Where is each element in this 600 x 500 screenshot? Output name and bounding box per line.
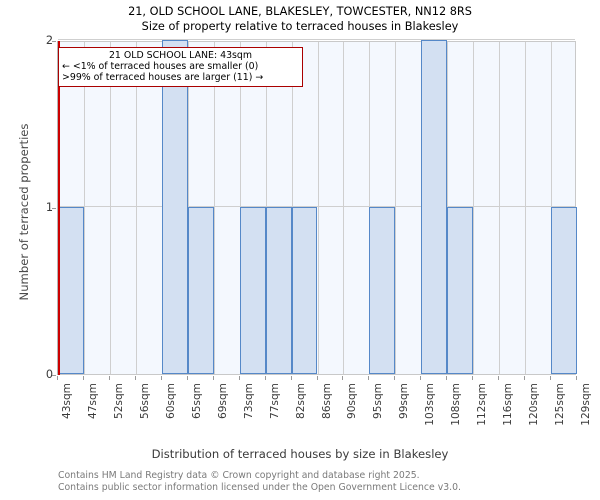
x-axis-tick-label: 116sqm: [502, 383, 515, 426]
histogram-bar: [447, 207, 474, 374]
x-axis-tick-mark: [290, 376, 292, 380]
gridline-vertical: [525, 42, 527, 374]
x-axis-tick-mark: [368, 376, 370, 380]
x-axis-tick-mark: [238, 376, 240, 380]
gridline-vertical: [499, 42, 501, 374]
x-axis-tick-mark: [394, 376, 396, 380]
x-axis-tick-mark: [212, 376, 214, 380]
gridline-vertical: [109, 42, 111, 374]
x-axis-tick-label: 95sqm: [372, 383, 385, 420]
x-axis-tick-mark: [576, 376, 577, 380]
y-axis-tick-label: 1: [45, 201, 53, 214]
x-axis-tick-mark: [186, 376, 188, 380]
gridline-horizontal: [58, 39, 575, 40]
x-axis-tick-mark: [108, 376, 110, 380]
x-axis-tick-mark: [134, 376, 136, 380]
gridline-vertical: [395, 42, 397, 374]
x-axis-tick-mark: [498, 376, 500, 380]
gridline-horizontal: [58, 206, 575, 207]
x-axis-tick-mark: [316, 376, 318, 380]
plot-area: [57, 39, 577, 375]
gridline-vertical: [473, 42, 475, 374]
y-axis-tick-mark: [52, 375, 56, 376]
histogram-bar: [58, 207, 84, 374]
x-axis-tick-mark: [472, 376, 474, 380]
highlight-marker-line: [58, 41, 60, 375]
x-axis-tick-label: 125sqm: [554, 383, 567, 426]
x-axis-label: Distribution of terraced houses by size …: [151, 447, 449, 461]
annotation-larger-text: >99% of terraced houses are larger (11) …: [62, 72, 264, 83]
gridline-vertical: [135, 42, 137, 374]
x-axis-tick-label: 52sqm: [112, 383, 125, 420]
x-axis-tick-label: 69sqm: [216, 383, 229, 420]
histogram-bar: [161, 40, 188, 374]
x-axis-tick-label: 112sqm: [476, 383, 489, 426]
x-axis-tick-label: 129sqm: [580, 383, 592, 426]
chart-title-block: 21, OLD SCHOOL LANE, BLAKESLEY, TOWCESTE…: [0, 4, 600, 34]
x-axis-tick-label: 108sqm: [450, 383, 463, 426]
gridline-vertical: [343, 42, 345, 374]
histogram-bar: [291, 207, 318, 374]
y-axis-label: Number of terraced properties: [17, 123, 31, 301]
gridline-vertical: [83, 42, 85, 374]
x-axis-tick-label: 65sqm: [190, 383, 203, 420]
x-axis-tick-mark: [420, 376, 422, 380]
x-axis-tick-label: 73sqm: [242, 383, 255, 420]
annotation-property-size: 21 OLD SCHOOL LANE: 43sqm: [108, 50, 253, 61]
x-axis-tick-label: 99sqm: [398, 383, 411, 420]
gridline-vertical: [213, 42, 215, 374]
x-axis-tick-mark: [446, 376, 448, 380]
y-axis-tick-label: 2: [45, 34, 53, 47]
x-axis-tick-mark: [524, 376, 526, 380]
highlight-annotation-box: 21 OLD SCHOOL LANE: 43sqm ← <1% of terra…: [58, 47, 303, 87]
histogram-bar: [369, 207, 396, 374]
page-title: 21, OLD SCHOOL LANE, BLAKESLEY, TOWCESTE…: [128, 5, 472, 18]
footer-attribution: Contains HM Land Registry data © Crown c…: [58, 470, 598, 493]
x-axis-tick-label: 77sqm: [268, 383, 281, 420]
gridline-vertical: [317, 42, 319, 374]
y-axis-tick-label: 0: [45, 368, 53, 381]
chart-subtitle: Size of property relative to terraced ho…: [141, 20, 459, 33]
annotation-smaller-text: ← <1% of terraced houses are smaller (0): [62, 61, 259, 72]
y-axis-tick-mark: [52, 208, 56, 209]
x-axis-tick-label: 86sqm: [320, 383, 333, 420]
y-axis-tick-mark: [52, 41, 56, 42]
x-axis-tick-label: 56sqm: [138, 383, 151, 420]
histogram-bar: [551, 207, 577, 374]
footer-line-1: Contains HM Land Registry data © Crown c…: [58, 470, 420, 481]
footer-line-2: Contains public sector information licen…: [58, 481, 461, 493]
x-axis-tick-mark: [550, 376, 552, 380]
x-axis-tick-label: 120sqm: [528, 383, 541, 426]
x-axis-tick-label: 90sqm: [346, 383, 359, 420]
histogram-bar: [187, 207, 214, 374]
x-axis-tick-label: 43sqm: [61, 383, 73, 420]
y-axis: 0 1 2: [0, 0, 56, 500]
x-axis-tick-label: 82sqm: [294, 383, 307, 420]
x-axis-tick-label: 60sqm: [164, 383, 177, 420]
x-axis-tick-label: 103sqm: [424, 383, 437, 426]
y-axis-line: [57, 41, 58, 375]
x-axis-tick-label: 47sqm: [86, 383, 99, 420]
x-axis-tick-mark: [57, 376, 58, 380]
histogram-bar: [421, 40, 448, 374]
x-axis-tick-mark: [264, 376, 266, 380]
x-axis-tick-mark: [82, 376, 84, 380]
x-axis-tick-mark: [342, 376, 344, 380]
histogram-bar: [239, 207, 266, 374]
histogram-bar: [265, 207, 292, 374]
x-axis-tick-mark: [160, 376, 162, 380]
